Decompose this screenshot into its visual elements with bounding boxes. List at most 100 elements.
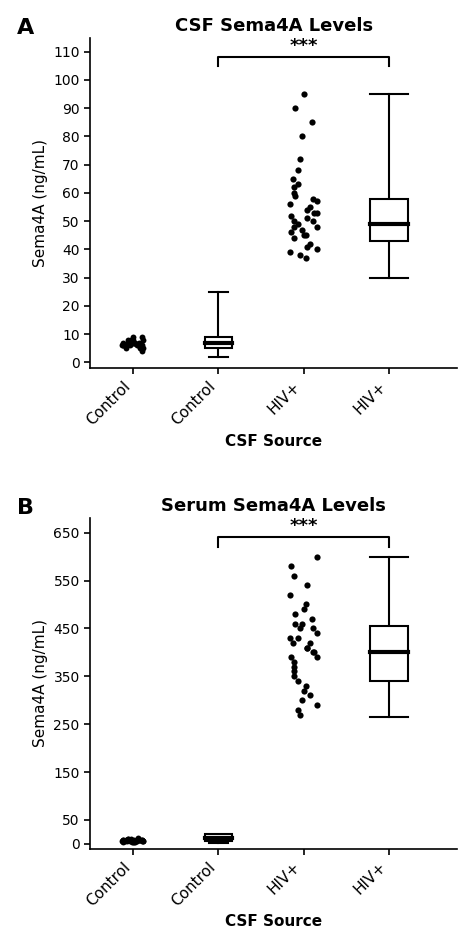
Point [301,683,308,698]
Point [119,335,127,350]
Point [287,245,294,260]
Point [130,335,137,350]
Bar [370,626,408,681]
Point [294,217,301,232]
Point [131,834,139,850]
Y-axis label: Sema4A (ng/mL): Sema4A (ng/mL) [33,139,48,267]
Point [291,185,298,201]
Text: A: A [17,18,34,38]
Point [129,833,137,849]
Point [291,664,298,679]
Point [296,707,304,722]
Point [140,341,147,356]
Point [287,225,295,240]
Point [128,832,135,847]
Bar [370,199,408,241]
Point [294,630,301,645]
Point [290,214,297,229]
Point [313,205,320,220]
Point [129,329,137,344]
Point [287,650,294,665]
Point [286,630,293,645]
Point [134,831,142,846]
Point [298,692,305,708]
Point [128,834,136,850]
Point [291,655,298,670]
Point [135,335,143,350]
Point [286,197,293,212]
Y-axis label: Sema4A (ng/mL): Sema4A (ng/mL) [33,620,48,747]
Point [313,242,320,257]
Point [292,616,299,631]
Point [294,177,302,192]
Point [290,669,297,684]
Title: CSF Sema4A Levels: CSF Sema4A Levels [175,17,373,35]
Point [294,702,301,717]
Point [138,343,146,359]
Text: ***: *** [289,517,318,535]
Point [119,338,127,353]
Point [138,832,146,848]
Point [294,674,302,689]
Point [130,832,137,848]
Point [307,688,314,703]
Point [289,171,297,186]
Point [294,163,301,178]
Point [313,697,320,712]
Point [306,200,313,215]
Point [291,100,299,115]
Point [123,833,131,849]
Point [299,616,306,631]
Point [287,587,294,603]
Point [130,834,138,850]
Point [287,208,294,223]
Point [129,332,137,347]
Point [309,214,316,229]
Point [303,678,310,693]
Point [313,650,321,665]
Point [128,335,136,350]
Title: Serum Sema4A Levels: Serum Sema4A Levels [161,498,386,516]
Point [313,219,321,235]
Point [308,114,316,130]
Point [290,659,297,674]
Point [307,236,314,252]
Point [308,611,316,626]
Point [303,239,310,254]
Point [302,251,310,266]
Point [310,205,318,220]
Point [300,86,308,101]
Point [133,338,141,353]
Point [124,832,131,847]
Point [119,834,127,850]
Point [124,335,131,350]
Point [135,832,143,848]
Point [124,832,132,847]
Point [123,341,130,356]
Point [123,832,130,848]
Point [138,338,146,353]
X-axis label: CSF Source: CSF Source [225,433,322,448]
Point [138,832,146,848]
Point [118,833,126,849]
Point [118,338,126,353]
Point [313,194,321,209]
Point [310,621,317,636]
Point [309,645,316,660]
Point [296,621,303,636]
Point [306,635,313,650]
Point [313,549,320,564]
Point [287,558,295,573]
Point [119,832,127,848]
Point [303,640,310,656]
Point [139,833,146,849]
Point [300,602,308,617]
Point [121,833,128,849]
Point [121,338,128,353]
Point [140,833,147,849]
Point [130,335,138,350]
Point [124,332,132,347]
Point [131,335,139,350]
Point [289,635,297,650]
Point [299,129,306,144]
